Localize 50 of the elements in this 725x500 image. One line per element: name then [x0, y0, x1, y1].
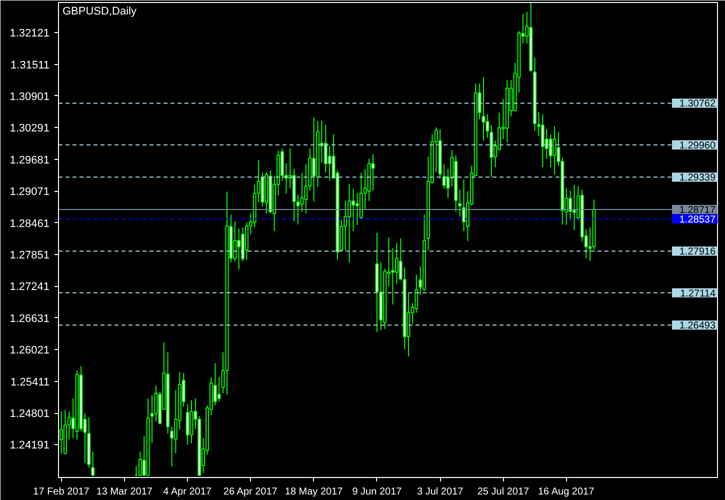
candlestick	[186, 404, 190, 446]
x-tick-label: 4 Apr 2017	[163, 486, 212, 498]
candlestick	[217, 376, 221, 402]
y-tick-label: 1.26021	[10, 344, 50, 357]
ref-line-label: 1.27916	[679, 246, 716, 258]
x-tick-label: 13 Mar 2017	[96, 486, 153, 498]
candlestick	[312, 116, 316, 202]
candlestick	[213, 362, 217, 406]
x-tick-label: 17 Feb 2017	[33, 486, 90, 498]
ref-line-label: 1.30762	[679, 98, 716, 110]
y-tick-label: 1.24191	[10, 440, 50, 452]
x-tick-label: 25 Jul 2017	[477, 486, 530, 498]
y-tick-label: 1.32121	[10, 28, 50, 40]
x-tick-label: 26 Apr 2017	[223, 486, 278, 498]
candlestick	[371, 154, 375, 192]
ref-line-label: 1.27114	[680, 288, 716, 300]
y-tick-label: 1.31511	[10, 59, 50, 72]
y-tick-label: 1.29681	[10, 154, 50, 166]
candlestick	[568, 190, 572, 221]
x-tick-label: 18 May 2017	[284, 486, 344, 498]
x-tick-label: 3 Jul 2017	[417, 486, 464, 498]
y-tick-label: 1.24801	[10, 408, 50, 420]
y-tick-label: 1.25411	[10, 376, 50, 388]
ref-line-label: 1.28717	[679, 204, 716, 216]
candlestick	[540, 114, 544, 168]
y-tick-label: 1.26631	[10, 312, 50, 325]
y-tick-label: 1.27851	[10, 250, 50, 262]
candlestick	[394, 242, 398, 284]
candlestick	[237, 228, 241, 270]
y-tick-label: 1.27241	[10, 281, 50, 294]
candlestick	[548, 134, 552, 168]
candlestick	[352, 188, 355, 232]
ref-line-label: 1.26493	[679, 320, 716, 332]
x-tick-label: 16 Aug 2017	[538, 486, 595, 498]
y-tick-label: 1.30901	[10, 90, 50, 103]
ref-line-label: 1.29960	[679, 140, 716, 152]
ref-line-label: 1.29339	[679, 172, 716, 184]
chart-title: GBPUSD,Daily	[62, 6, 137, 18]
candlestick	[348, 183, 352, 263]
candlestick	[572, 184, 576, 231]
candlestick	[328, 145, 332, 182]
candlestick	[91, 451, 95, 476]
candlestick	[344, 200, 348, 250]
y-tick-label: 1.29071	[10, 186, 50, 198]
x-tick-label: 9 Jun 2017	[352, 486, 402, 498]
candlestick	[462, 179, 466, 232]
y-tick-label: 1.28461	[10, 218, 50, 230]
candlestick	[544, 128, 548, 160]
ref-line-label: 1.28537	[679, 214, 716, 226]
y-tick-label: 1.30291	[10, 122, 50, 135]
